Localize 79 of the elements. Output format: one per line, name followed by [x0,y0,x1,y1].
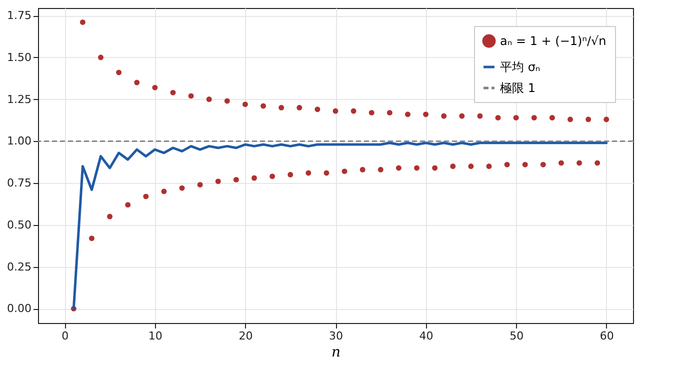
point [233,176,239,182]
legend-label: 極限 1 [500,81,536,95]
y-tick-label: 1.00 [7,134,32,148]
point [260,103,266,109]
point [450,164,456,170]
y-tick-label: 1.50 [7,50,32,64]
point [432,165,438,171]
x-tick-label: 20 [238,330,253,342]
y-tick-label: 1.75 [7,9,32,22]
point [486,164,492,170]
y-tick-label: 1.25 [7,92,32,106]
point [107,214,113,220]
point [116,70,122,76]
point [88,236,94,242]
point [594,160,600,166]
point [288,172,294,178]
legend-label: 平均 σₙ [500,60,540,74]
point [215,178,221,184]
point [170,90,176,96]
point [568,116,573,122]
point [242,102,248,108]
point [586,116,592,122]
point [549,114,555,120]
x-tick-label: 50 [510,330,524,342]
point [378,166,384,172]
point [98,54,104,60]
point [513,114,519,120]
point [477,113,483,119]
point [179,185,185,191]
point [414,165,420,171]
point [540,162,546,168]
point [152,84,158,90]
point [350,108,356,114]
legend-label: aₙ = 1 + (−1)ⁿ/√n [500,34,606,48]
point [332,108,338,114]
point [522,162,528,168]
point [188,93,194,99]
point [495,114,501,120]
point [125,202,131,208]
point [80,20,86,25]
x-tick-label: 30 [329,330,343,342]
x-tick-label: 40 [419,330,434,342]
point [206,96,212,102]
point [396,165,402,171]
point [423,112,429,118]
point [386,110,392,116]
point [134,80,140,86]
y-tick-label: 0.00 [7,302,32,316]
point [314,106,320,112]
point [224,98,230,104]
point [558,160,564,166]
point [459,113,465,119]
point [576,160,582,166]
x-tick-label: 60 [600,330,614,342]
x-tick-label: 10 [148,330,162,342]
point [404,112,410,118]
point [468,164,474,170]
x-tick-label: 0 [62,330,69,342]
x-axis-title: n [331,344,341,360]
point [360,166,366,172]
point [278,104,284,110]
point [368,110,374,116]
point [270,174,276,180]
y-tick-label: 0.50 [7,218,32,232]
y-tick-label: 0.75 [7,176,32,190]
point [161,188,167,194]
point [324,170,330,176]
point [441,113,447,119]
point [197,182,203,188]
point [306,170,312,176]
point [296,104,302,110]
point [604,116,610,122]
point [143,194,149,200]
point [531,114,537,120]
line-series [72,142,608,310]
y-tick-label: 0.25 [7,260,32,274]
point [342,168,348,174]
point [504,162,510,168]
point [252,175,257,181]
